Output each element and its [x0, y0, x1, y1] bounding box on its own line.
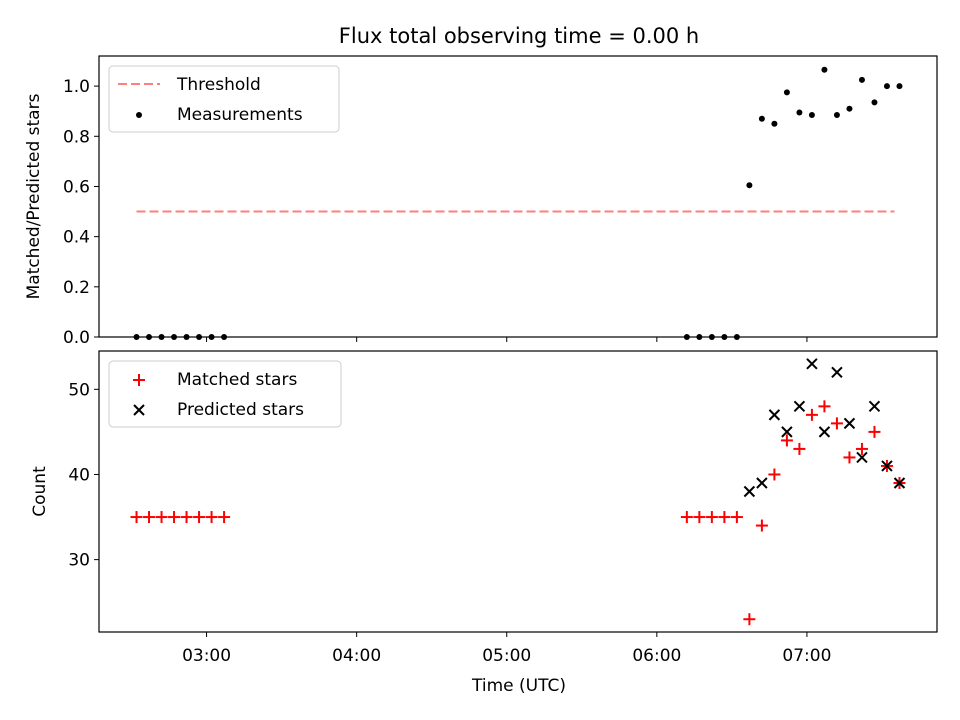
count-y-tick-label: 50 [68, 380, 90, 400]
measurement-point [808, 111, 815, 118]
matched-star-marker [168, 511, 181, 524]
predicted-star-marker [831, 366, 843, 378]
matched-star-marker [155, 511, 168, 524]
measurement-point [771, 120, 778, 127]
ratio-y-tick-label: 0.6 [63, 177, 90, 197]
measurement-point [846, 105, 853, 112]
measurement-point [858, 76, 865, 83]
matched-star-marker [705, 511, 718, 524]
predicted-star-marker [818, 426, 831, 438]
matched-star-marker [680, 511, 693, 524]
legend-predicted-swatch [133, 404, 145, 416]
legend-measurements-label: Measurements [177, 105, 303, 125]
x-axis-label: Time (UTC) [471, 676, 566, 696]
matched-star-marker [830, 417, 843, 430]
matched-star-marker [793, 442, 806, 455]
chart-title: Flux total observing time = 0.00 h [339, 24, 699, 48]
measurement-point [871, 99, 878, 106]
count-y-axis: 30 40 50 [68, 380, 99, 571]
measurement-point [758, 115, 765, 122]
predicted-star-marker [893, 477, 906, 489]
matched-stars-series [130, 400, 906, 626]
matched-star-marker [805, 408, 818, 421]
predicted-star-marker [743, 485, 756, 498]
predicted-star-marker [768, 409, 781, 421]
predicted-star-marker [781, 426, 793, 438]
count-legend-box [108, 360, 342, 428]
ratio-y-tick-label: 0.2 [63, 278, 90, 298]
ratio-y-tick-label: 0.4 [63, 228, 90, 248]
matched-star-marker [180, 511, 193, 524]
predicted-stars-series [743, 358, 906, 498]
count-y-tick-label: 30 [68, 551, 90, 571]
ratio-y-tick-label: 0.0 [63, 328, 90, 348]
count-y-axis-label: Count [30, 466, 50, 517]
count-plot-frame [98, 350, 938, 633]
count-legend: Matched stars Predicted stars [108, 360, 342, 428]
measurement-point [746, 182, 753, 189]
x-tick-label: 05:00 [482, 646, 531, 666]
ratio-y-tick-label: 1.0 [63, 77, 90, 97]
x-tick-label: 06:00 [632, 646, 681, 666]
legend-matched-label: Matched stars [177, 370, 297, 390]
ratio-x-ticks [206, 337, 808, 342]
measurement-point [833, 111, 840, 118]
ratio-legend-box [108, 65, 340, 133]
predicted-star-marker [881, 460, 893, 472]
ratio-y-tick-label: 0.8 [63, 127, 90, 147]
measurement-point [883, 83, 890, 90]
measurement-point [821, 66, 828, 73]
predicted-star-marker [793, 400, 806, 413]
ratio-plot-frame [98, 55, 938, 338]
matched-star-marker [193, 511, 206, 524]
ratio-legend: Threshold Measurements [108, 65, 340, 133]
matched-star-marker [693, 511, 706, 524]
matched-star-marker [730, 511, 743, 524]
matched-star-marker [818, 400, 831, 413]
x-tick-label: 04:00 [332, 646, 381, 666]
predicted-star-marker [868, 400, 881, 413]
matched-star-marker [780, 434, 793, 447]
predicted-star-marker [756, 477, 768, 489]
measurement-point [783, 89, 790, 96]
matched-star-marker [143, 511, 156, 524]
legend-threshold-label: Threshold [176, 75, 261, 95]
matched-star-marker [868, 425, 881, 438]
x-tick-label: 07:00 [782, 646, 831, 666]
predicted-star-marker [806, 358, 818, 370]
count-x-axis: 03:00 04:00 05:00 06:00 07:00 [182, 632, 831, 666]
matched-star-marker [130, 511, 143, 524]
measurement-point [896, 83, 903, 90]
ratio-panel: 0.0 0.2 0.4 0.6 0.8 1.0 Matched/Predicted sta… [24, 55, 938, 348]
ratio-y-axis-label: Matched/Predicted stars [24, 93, 44, 299]
matched-star-marker [768, 468, 781, 481]
matched-star-marker [843, 451, 856, 464]
matched-star-marker [755, 519, 768, 532]
ratio-y-axis: 0.0 0.2 0.4 0.6 0.8 1.0 [63, 77, 99, 348]
legend-predicted-label: Predicted stars [177, 400, 304, 420]
count-y-tick-label: 40 [68, 465, 90, 485]
predicted-star-marker [843, 417, 856, 430]
legend-measurements-swatch [136, 112, 142, 118]
matched-star-marker [205, 511, 218, 524]
measurement-point [796, 109, 803, 116]
matched-star-marker [218, 511, 231, 524]
matched-star-marker [743, 613, 756, 626]
matched-star-marker [718, 511, 731, 524]
predicted-star-marker [856, 451, 868, 464]
x-tick-label: 03:00 [182, 646, 231, 666]
legend-matched-swatch [133, 374, 145, 386]
matched-star-marker [855, 442, 868, 455]
count-panel: 30 40 50 03:00 04:00 05:00 06:00 07:00 Count T… [30, 350, 938, 696]
